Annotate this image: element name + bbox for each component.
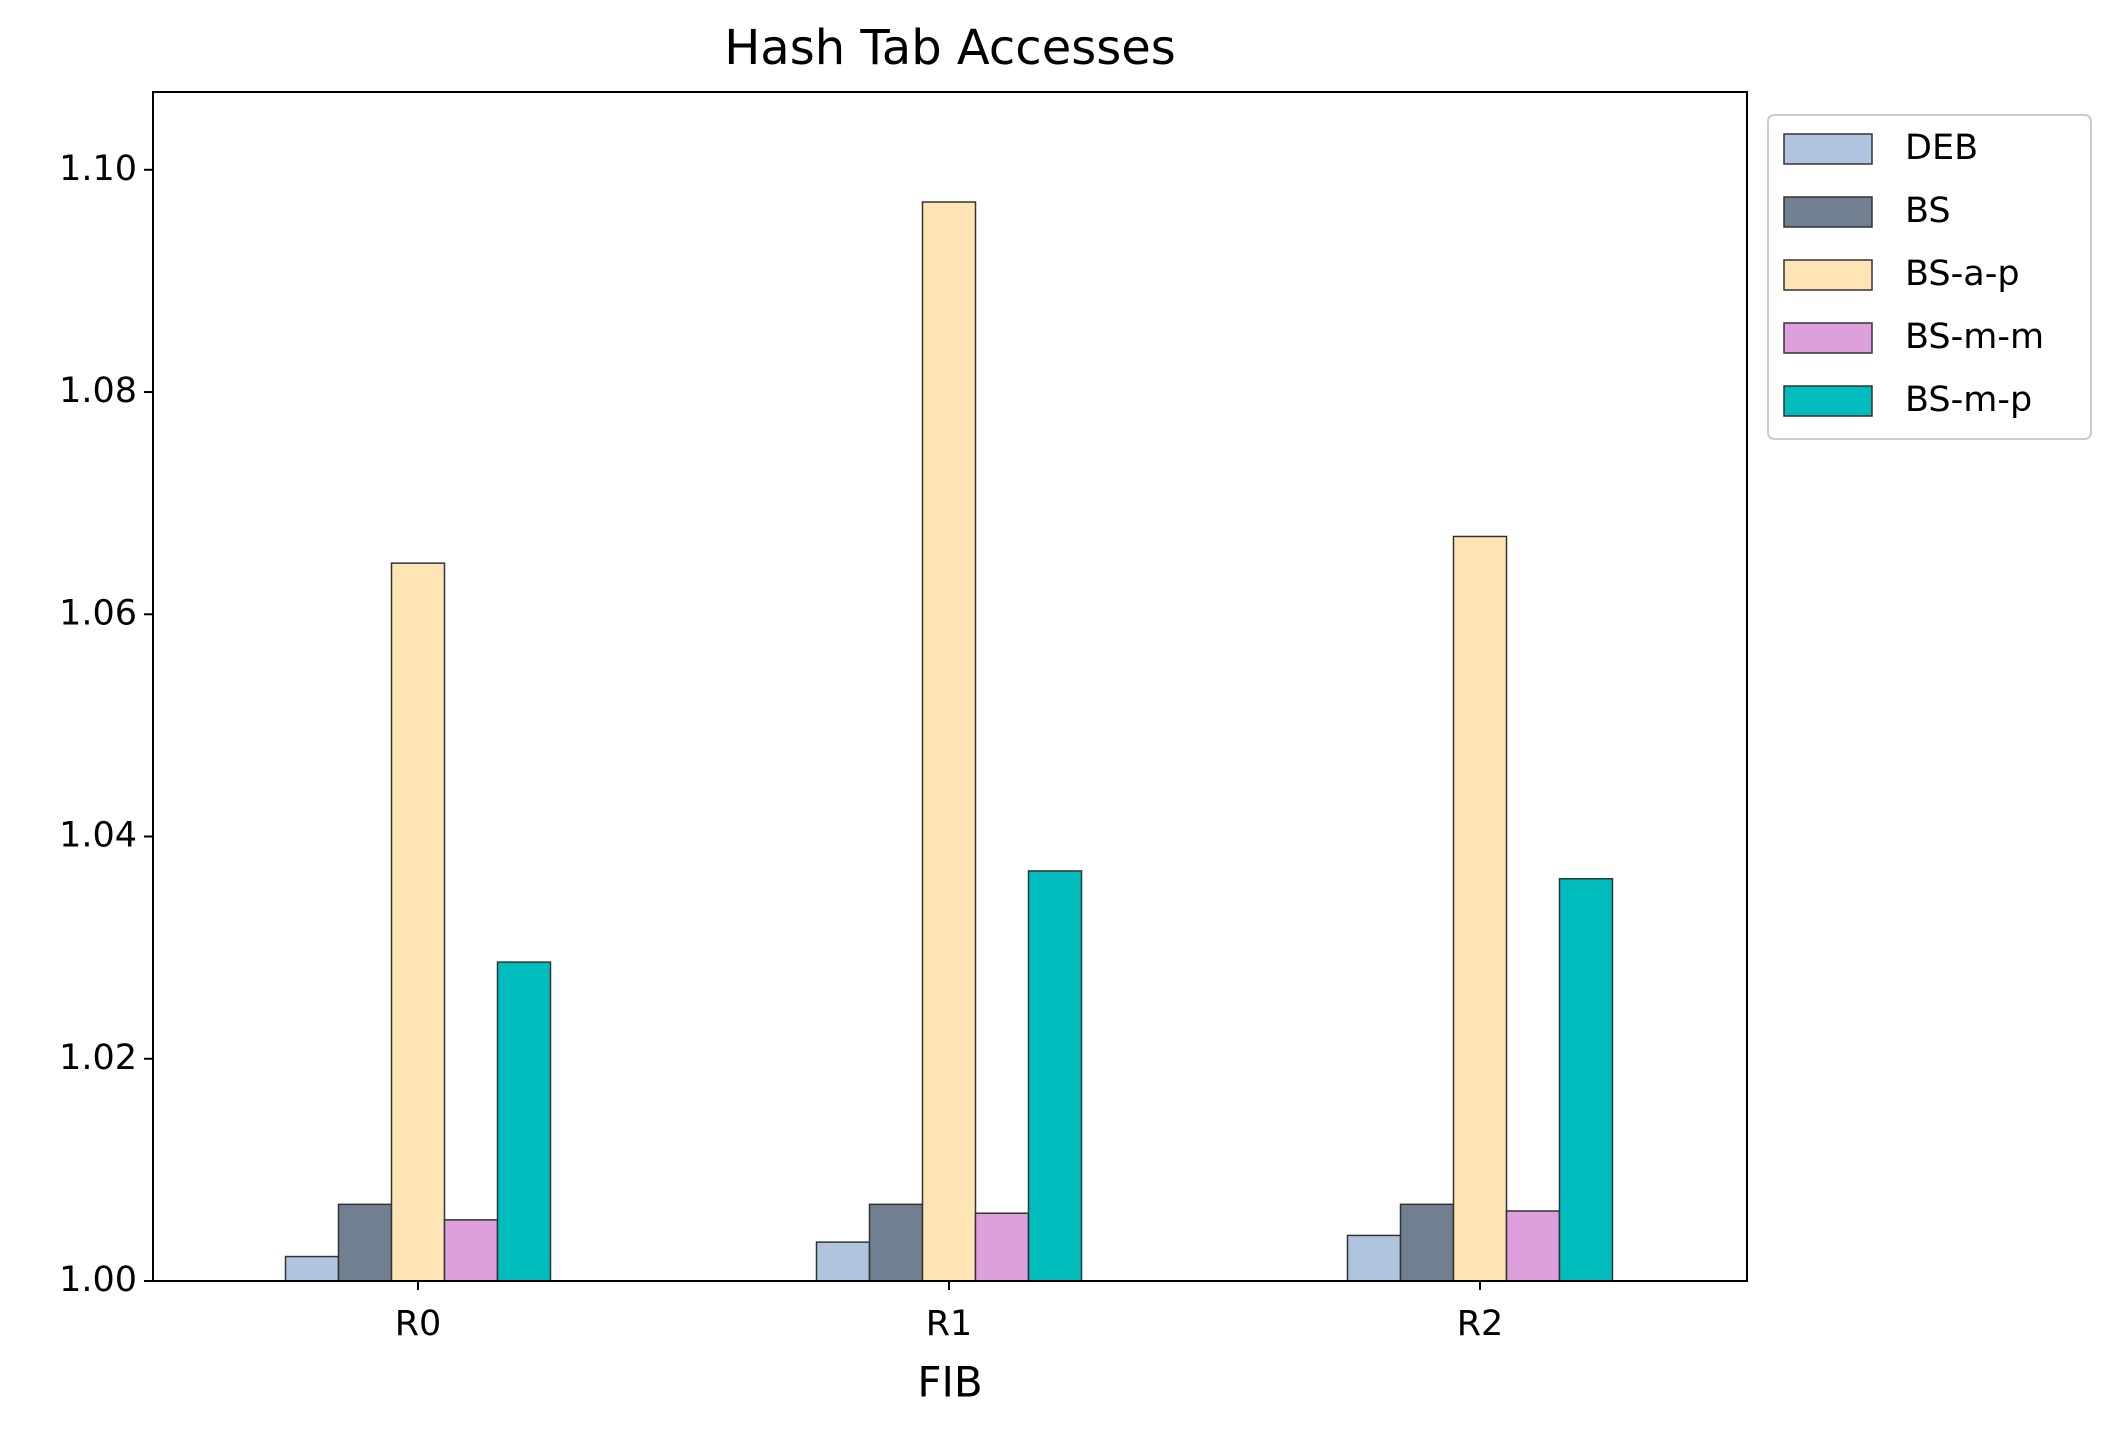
bar xyxy=(1558,877,1614,1282)
legend-label: BS-a-p xyxy=(1905,254,2020,294)
chart-title: Hash Tab Accesses xyxy=(724,20,1176,76)
bar xyxy=(1399,1203,1455,1282)
bar xyxy=(1452,535,1508,1282)
x-tick-label: R2 xyxy=(1457,1304,1504,1344)
bar xyxy=(1027,870,1083,1282)
legend-box xyxy=(1767,114,2092,440)
y-tick-label: 1.08 xyxy=(59,371,137,411)
legend-label: BS-m-p xyxy=(1905,380,2032,420)
legend-swatch xyxy=(1783,385,1873,417)
y-tick-label: 1.00 xyxy=(59,1260,137,1300)
legend-swatch xyxy=(1783,322,1873,354)
legend-label: BS-m-m xyxy=(1905,317,2044,357)
legend-swatch xyxy=(1783,133,1873,165)
y-tick-label: 1.10 xyxy=(59,149,137,189)
bar xyxy=(390,562,446,1282)
bar xyxy=(815,1241,871,1282)
y-tick-label: 1.06 xyxy=(59,593,137,633)
x-axis-label: FIB xyxy=(917,1358,982,1407)
legend-swatch xyxy=(1783,196,1873,228)
bar xyxy=(496,961,552,1282)
bar xyxy=(1346,1234,1402,1282)
x-tick-label: R1 xyxy=(926,1304,973,1344)
bar xyxy=(1505,1210,1561,1282)
y-tick-label: 1.02 xyxy=(59,1038,137,1078)
legend-label: DEB xyxy=(1905,128,1978,168)
bar xyxy=(284,1255,340,1282)
y-tick-label: 1.04 xyxy=(59,816,137,856)
bar xyxy=(337,1203,393,1282)
bar xyxy=(868,1203,924,1282)
x-tick-label: R0 xyxy=(395,1304,442,1344)
bar xyxy=(443,1219,499,1282)
legend-swatch xyxy=(1783,259,1873,291)
plot-frame xyxy=(152,91,1748,1282)
bar xyxy=(921,201,977,1282)
bar xyxy=(974,1212,1030,1282)
legend-label: BS xyxy=(1905,191,1951,231)
